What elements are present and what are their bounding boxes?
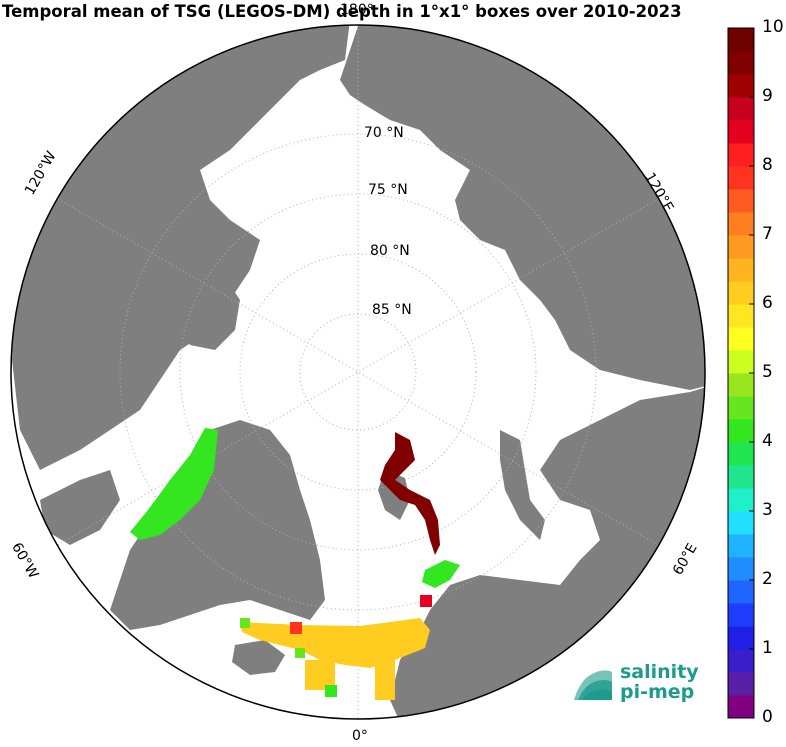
land-novaya-zemlya bbox=[500, 430, 545, 540]
barents-svalbard-track bbox=[380, 432, 440, 555]
colorbar-swatch bbox=[728, 97, 754, 121]
colorbar-swatch bbox=[728, 258, 754, 282]
land-ellesmere bbox=[175, 270, 240, 350]
colorbar-swatch bbox=[728, 419, 754, 443]
lon-label-0: 0° bbox=[352, 728, 368, 744]
colorbar-tick-label: 4 bbox=[762, 431, 773, 451]
colorbar-swatch bbox=[728, 143, 754, 167]
colorbar-tick-label: 7 bbox=[762, 224, 773, 244]
salinity-pimep-logo: salinity pi-mep bbox=[570, 660, 710, 706]
colorbar-swatch bbox=[728, 51, 754, 75]
colorbar bbox=[728, 27, 754, 719]
colorbar-tick-label: 9 bbox=[762, 86, 773, 106]
map-title: Temporal mean of TSG (LEGOS-DM) depth in… bbox=[2, 2, 682, 21]
red-box-1 bbox=[290, 622, 302, 634]
colorbar-swatch bbox=[728, 28, 754, 52]
green-box-1 bbox=[240, 618, 250, 628]
colorbar-swatch bbox=[728, 120, 754, 144]
colorbar-tick-label: 2 bbox=[762, 569, 773, 589]
colorbar-swatch bbox=[728, 672, 754, 696]
logo-line1: salinity bbox=[620, 661, 699, 683]
lat-label-85: 85 °N bbox=[372, 302, 412, 318]
colorbar-tick-label: 5 bbox=[762, 362, 773, 382]
colorbar-swatch bbox=[728, 603, 754, 627]
colorbar-swatch bbox=[728, 166, 754, 190]
east-greenland-track bbox=[130, 428, 218, 540]
colorbar-swatch bbox=[728, 373, 754, 397]
colorbar-frame bbox=[727, 27, 755, 719]
colorbar-tick-label: 0 bbox=[762, 707, 773, 727]
colorbar-swatch bbox=[728, 557, 754, 581]
colorbar-swatch bbox=[728, 488, 754, 512]
colorbar-swatch bbox=[728, 695, 754, 719]
colorbar-swatch bbox=[728, 396, 754, 420]
colorbar-swatch bbox=[728, 580, 754, 604]
lat-label-70: 70 °N bbox=[364, 125, 404, 141]
map-border bbox=[10, 24, 706, 720]
lon-label-180: 180° bbox=[340, 2, 374, 18]
colorbar-swatch bbox=[728, 235, 754, 259]
land-iceland bbox=[232, 640, 285, 675]
wave-logo-icon bbox=[574, 670, 612, 700]
faroe-extension bbox=[375, 650, 395, 700]
land-greenland bbox=[110, 420, 325, 630]
land-siberia bbox=[340, 25, 705, 390]
logo-line2: pi-mep bbox=[620, 681, 695, 703]
colorbar-tick-label: 3 bbox=[762, 500, 773, 520]
land-baffin bbox=[40, 470, 120, 545]
data-layer bbox=[130, 428, 460, 700]
red-box-2 bbox=[420, 595, 432, 607]
colorbar-swatch bbox=[728, 189, 754, 213]
graticule bbox=[57, 25, 659, 719]
lat-label-75: 75 °N bbox=[368, 182, 408, 198]
colorbar-swatch bbox=[728, 212, 754, 236]
bear-island-patch bbox=[422, 560, 460, 588]
lat-label-80: 80 °N bbox=[370, 243, 410, 259]
colorbar-swatch bbox=[728, 534, 754, 558]
colorbar-swatch bbox=[728, 626, 754, 650]
colorbar-swatch bbox=[728, 465, 754, 489]
green-box-3 bbox=[325, 685, 337, 697]
colorbar-swatch bbox=[728, 511, 754, 535]
colorbar-swatch bbox=[728, 304, 754, 328]
colorbar-swatch bbox=[728, 327, 754, 351]
colorbar-swatch bbox=[728, 350, 754, 374]
colorbar-tick-label: 8 bbox=[762, 155, 773, 175]
colorbar-swatch bbox=[728, 74, 754, 98]
colorbar-swatch bbox=[728, 281, 754, 305]
colorbar-swatch bbox=[728, 649, 754, 673]
colorbar-tick-label: 10 bbox=[762, 17, 784, 37]
colorbar-tick-label: 6 bbox=[762, 293, 773, 313]
colorbar-swatch bbox=[728, 442, 754, 466]
colorbar-tick-label: 1 bbox=[762, 638, 773, 658]
green-box-2 bbox=[295, 648, 305, 658]
